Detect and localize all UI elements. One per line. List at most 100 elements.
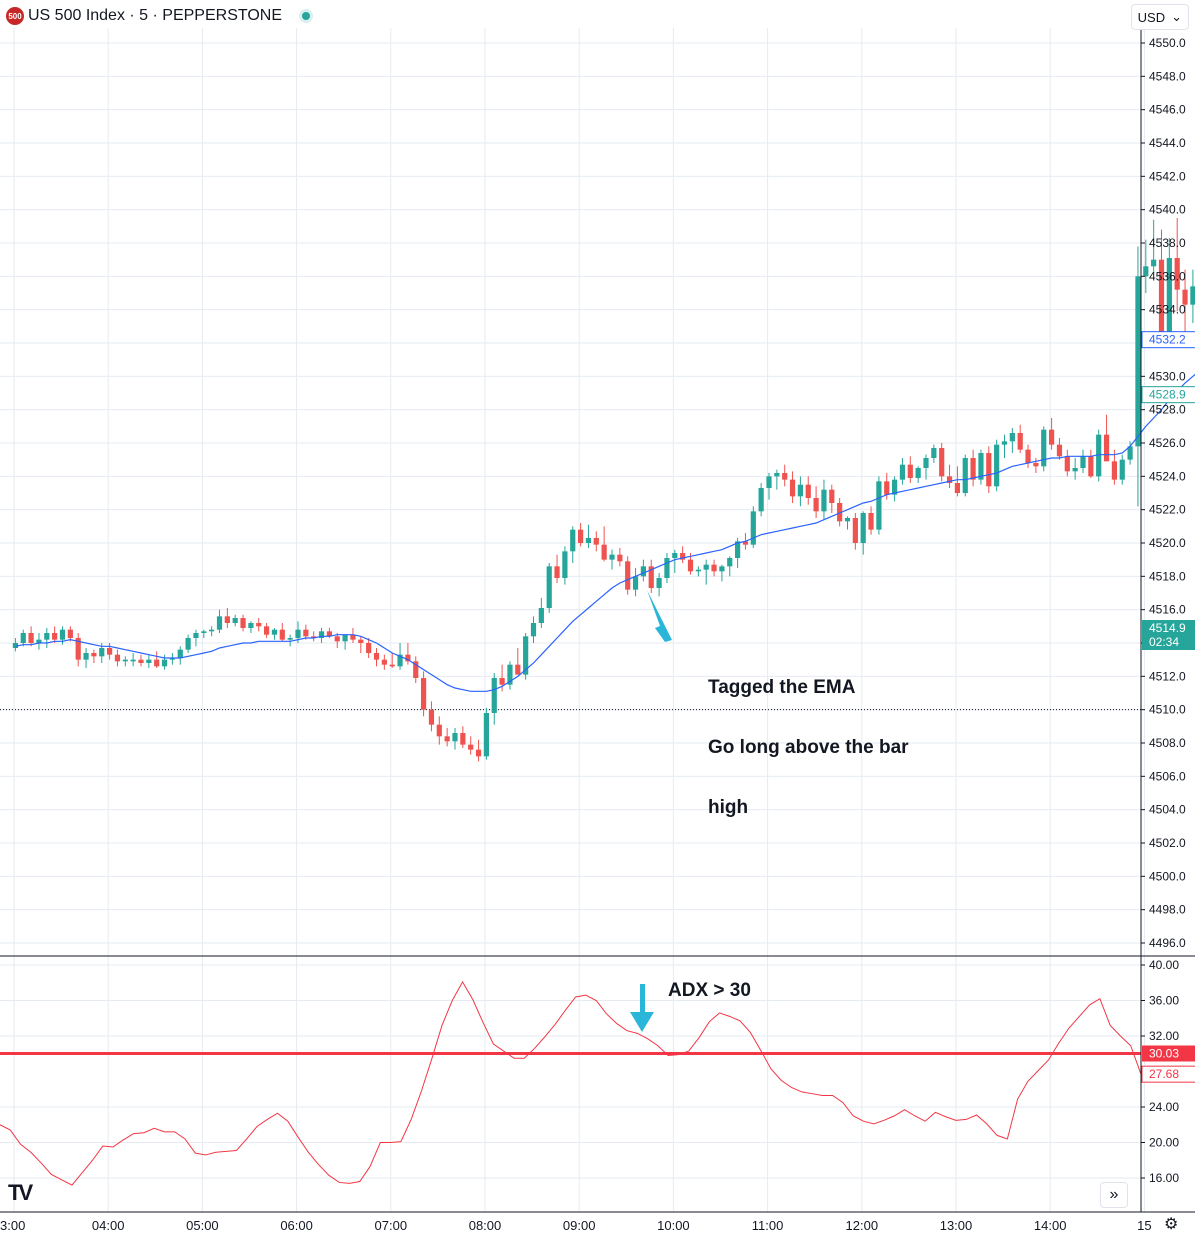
- bullish-candle: [719, 564, 725, 582]
- candle-body: [970, 458, 976, 480]
- candle-body: [154, 659, 160, 667]
- bullish-candle: [570, 526, 576, 563]
- settings-gear-icon[interactable]: ⚙: [1164, 1216, 1179, 1233]
- candle-body: [185, 638, 191, 650]
- y-tick-label: 4540.0: [1149, 203, 1186, 217]
- candle-body: [468, 744, 474, 750]
- candle-body: [546, 566, 552, 608]
- bullish-candle: [232, 614, 238, 627]
- x-tick-label: 04:00: [92, 1218, 125, 1233]
- candle-body: [946, 476, 953, 483]
- y-tick-label: 4542.0: [1149, 169, 1186, 183]
- adx-tick-label: 40.00: [1149, 958, 1179, 972]
- symbol-logo-icon[interactable]: 500: [6, 7, 24, 25]
- ema-annotation-line-3: high: [708, 797, 749, 818]
- candle-body: [672, 553, 678, 558]
- candle-body: [1064, 456, 1070, 472]
- candle-body: [342, 634, 348, 642]
- arrow-down-icon: [630, 984, 654, 1032]
- ema-annotation: Tagged the EMA Go long above the bar hig…: [708, 638, 909, 838]
- bearish-candle: [114, 649, 121, 667]
- tradingview-logo-icon[interactable]: TV: [8, 1180, 33, 1205]
- bullish-candle: [1041, 426, 1047, 472]
- y-tick-label: 4502.0: [1149, 836, 1186, 850]
- adx-tick-label: 24.00: [1149, 1100, 1179, 1114]
- bullish-candle: [1080, 449, 1086, 473]
- candle-body: [860, 513, 866, 543]
- x-tick-label: 07:00: [375, 1218, 408, 1233]
- bearish-candle: [366, 638, 372, 658]
- bullish-candle: [727, 556, 733, 577]
- symbol-title[interactable]: US 500 Index · 5 · PEPPERSTONE: [28, 7, 283, 24]
- candle-body: [44, 633, 50, 640]
- bearish-candle: [28, 626, 34, 647]
- candle-body: [248, 623, 254, 628]
- grid: [0, 28, 1145, 1212]
- candle-body: [20, 633, 26, 643]
- bullish-candle: [169, 653, 175, 665]
- bearish-candle: [813, 486, 819, 518]
- market-status-icon[interactable]: [302, 12, 311, 20]
- bullish-candle: [342, 634, 348, 650]
- bearish-candle: [303, 624, 309, 640]
- candle-body: [1088, 456, 1094, 477]
- bearish-candle: [264, 623, 270, 638]
- bearish-candle: [279, 623, 285, 642]
- y-tick-label: 4548.0: [1149, 69, 1186, 83]
- bullish-candle: [562, 546, 568, 585]
- scroll-to-realtime-button[interactable]: »: [1100, 1182, 1128, 1208]
- bullish-candle: [83, 648, 89, 668]
- y-tick-label: 4520.0: [1149, 536, 1186, 550]
- bullish-candle: [750, 506, 756, 548]
- bearish-candle: [970, 449, 976, 487]
- candle-body: [99, 648, 105, 657]
- bearish-candle: [625, 556, 631, 595]
- candle-body: [1103, 434, 1110, 462]
- bullish-candle: [1127, 441, 1133, 465]
- adx-last-label: 27.68: [1149, 1067, 1179, 1081]
- candle-body: [169, 658, 175, 660]
- bearish-candle: [311, 631, 317, 642]
- candle-body: [381, 659, 387, 665]
- bullish-candle: [1143, 239, 1149, 293]
- ema-value-label: 4532.2: [1149, 333, 1186, 347]
- bullish-candle: [20, 629, 26, 647]
- currency-select[interactable]: USD ⌄: [1130, 4, 1189, 30]
- bullish-candle: [640, 559, 646, 582]
- candle-body: [687, 559, 694, 572]
- candle-body: [923, 458, 929, 468]
- bearish-candle: [436, 716, 442, 745]
- bearish-candle: [554, 554, 560, 583]
- axes: 3:00 04:00 05:00 06:00 07:00 08:00 09:00 10:00 1…: [0, 28, 1195, 1233]
- candle-body: [209, 629, 215, 632]
- bullish-candle: [209, 626, 215, 637]
- candle-body: [107, 648, 113, 655]
- bullish-candle: [130, 653, 136, 667]
- candle-body: [813, 498, 819, 512]
- bearish-candle: [954, 466, 960, 497]
- bearish-candle: [829, 484, 835, 513]
- candle-body: [601, 544, 607, 560]
- candle-body: [36, 639, 42, 643]
- candle-body: [593, 538, 599, 545]
- y-tick-label: 4504.0: [1149, 803, 1186, 817]
- candle-body: [1041, 429, 1047, 467]
- candle-body: [1151, 259, 1157, 267]
- candle-body: [962, 458, 968, 493]
- y-tick-label: 4550.0: [1149, 36, 1186, 50]
- bearish-candle: [578, 523, 584, 547]
- x-tick-label: 13:00: [940, 1218, 973, 1233]
- candle-body: [939, 448, 945, 477]
- bearish-candle: [939, 443, 945, 482]
- candle-body: [1049, 429, 1055, 445]
- candle-body: [358, 639, 364, 643]
- candle-body: [311, 636, 317, 638]
- candle-body: [452, 733, 458, 742]
- adx-last-tag-bg: [1141, 1065, 1195, 1083]
- candle-body: [805, 484, 811, 498]
- y-tick-label: 4510.0: [1149, 703, 1186, 717]
- bearish-candle: [1017, 424, 1023, 453]
- candle-body: [931, 448, 937, 458]
- bearish-candle: [1103, 414, 1110, 462]
